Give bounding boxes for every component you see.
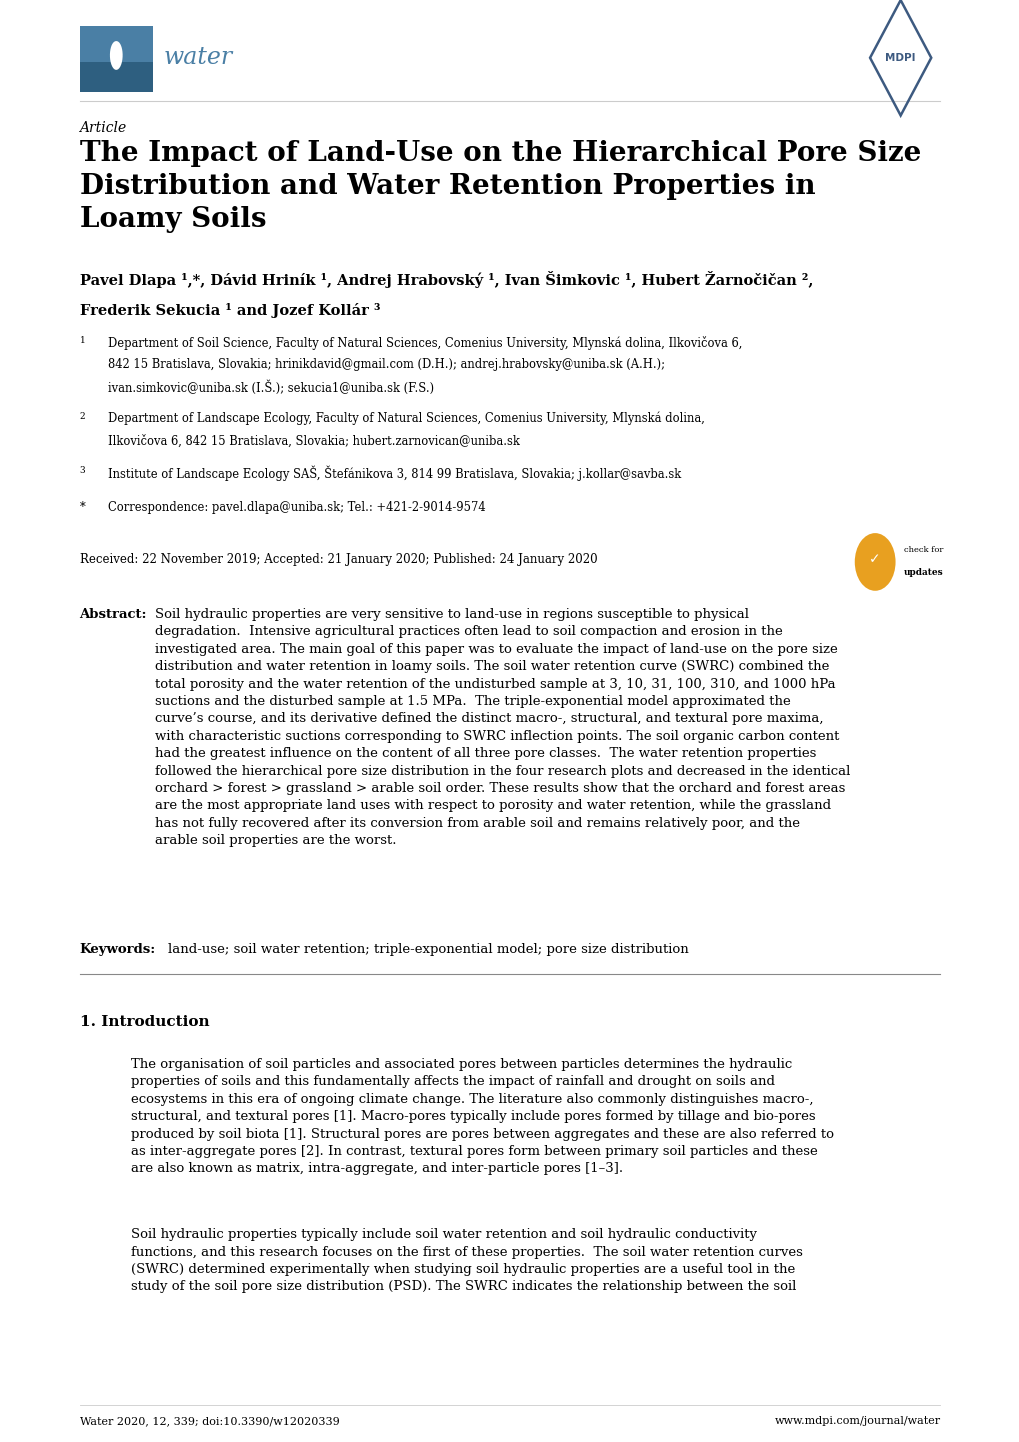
- Text: 842 15 Bratislava, Slovakia; hrinikdavid@gmail.com (D.H.); andrej.hrabovsky@unib: 842 15 Bratislava, Slovakia; hrinikdavid…: [108, 358, 664, 372]
- Polygon shape: [110, 40, 122, 69]
- Text: Article: Article: [79, 121, 126, 136]
- Text: Soil hydraulic properties are very sensitive to land-use in regions susceptible : Soil hydraulic properties are very sensi…: [155, 609, 850, 848]
- Text: Correspondence: pavel.dlapa@uniba.sk; Tel.: +421-2-9014-9574: Correspondence: pavel.dlapa@uniba.sk; Te…: [108, 502, 485, 515]
- Text: ✓: ✓: [868, 552, 880, 567]
- Text: Abstract:: Abstract:: [79, 609, 147, 622]
- Text: check for: check for: [903, 547, 943, 554]
- Text: 1. Introduction: 1. Introduction: [79, 1015, 209, 1028]
- Text: Frederik Sekucia ¹ and Jozef Kollár ³: Frederik Sekucia ¹ and Jozef Kollár ³: [79, 303, 380, 317]
- Text: ivan.simkovic@uniba.sk (I.Š.); sekucia1@uniba.sk (F.S.): ivan.simkovic@uniba.sk (I.Š.); sekucia1@…: [108, 381, 434, 395]
- Text: land-use; soil water retention; triple-exponential model; pore size distribution: land-use; soil water retention; triple-e…: [168, 943, 689, 956]
- Text: Received: 22 November 2019; Accepted: 21 January 2020; Published: 24 January 202: Received: 22 November 2019; Accepted: 21…: [79, 554, 596, 567]
- FancyBboxPatch shape: [79, 26, 153, 92]
- Text: MDPI: MDPI: [884, 53, 915, 63]
- Text: The Impact of Land-Use on the Hierarchical Pore Size
Distribution and Water Rete: The Impact of Land-Use on the Hierarchic…: [79, 140, 920, 232]
- Text: Institute of Landscape Ecology SAŠ, Štefánikova 3, 814 99 Bratislava, Slovakia; : Institute of Landscape Ecology SAŠ, Štef…: [108, 466, 681, 482]
- Text: Ilkovičova 6, 842 15 Bratislava, Slovakia; hubert.zarnovican@uniba.sk: Ilkovičova 6, 842 15 Bratislava, Slovaki…: [108, 434, 520, 447]
- Text: www.mdpi.com/journal/water: www.mdpi.com/journal/water: [773, 1416, 940, 1426]
- Text: Keywords:: Keywords:: [79, 943, 156, 956]
- Text: *: *: [79, 502, 86, 515]
- Text: Soil hydraulic properties typically include soil water retention and soil hydrau: Soil hydraulic properties typically incl…: [130, 1229, 802, 1293]
- Text: Pavel Dlapa ¹,*, Dávid Hriník ¹, Andrej Hrabovský ¹, Ivan Šimkovic ¹, Hubert Žar: Pavel Dlapa ¹,*, Dávid Hriník ¹, Andrej …: [79, 271, 812, 288]
- Text: water: water: [163, 46, 232, 69]
- Text: Department of Soil Science, Faculty of Natural Sciences, Comenius University, Ml: Department of Soil Science, Faculty of N…: [108, 336, 742, 350]
- Text: Water 2020, 12, 339; doi:10.3390/w12020339: Water 2020, 12, 339; doi:10.3390/w120203…: [79, 1416, 339, 1426]
- Text: 2: 2: [79, 412, 86, 421]
- Text: updates: updates: [903, 568, 943, 577]
- Circle shape: [854, 534, 895, 591]
- Text: 3: 3: [79, 466, 86, 474]
- Text: The organisation of soil particles and associated pores between particles determ: The organisation of soil particles and a…: [130, 1058, 833, 1175]
- Text: Department of Landscape Ecology, Faculty of Natural Sciences, Comenius Universit: Department of Landscape Ecology, Faculty…: [108, 412, 704, 425]
- FancyBboxPatch shape: [79, 62, 153, 92]
- Text: 1: 1: [79, 336, 86, 345]
